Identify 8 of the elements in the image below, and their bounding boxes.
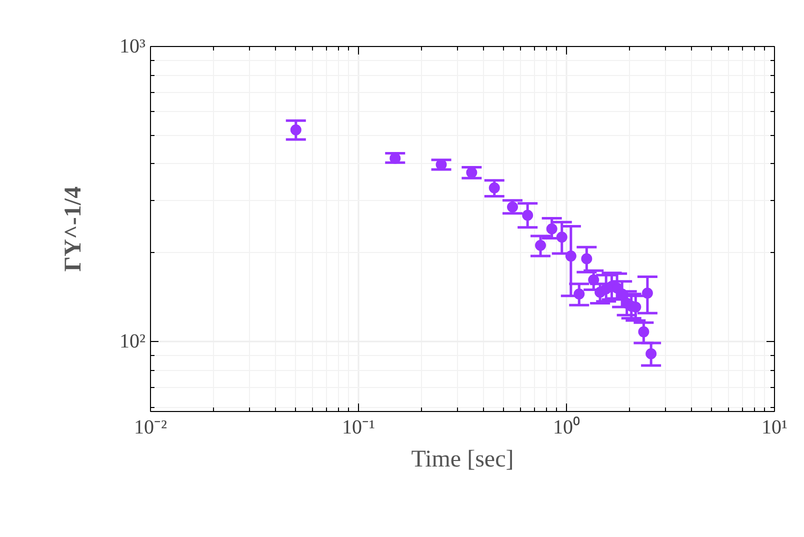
y-tick-label: 10³: [120, 36, 146, 58]
x-axis-title: Time [sec]: [411, 446, 514, 472]
x-tick-label: 10⁰: [553, 416, 580, 438]
y-axis-title: ΓY^-1/4: [60, 186, 87, 272]
y-tick-label: 10²: [120, 330, 146, 353]
x-tick-label: 10⁻¹: [342, 416, 375, 438]
x-tick-label: 10¹: [762, 416, 788, 438]
x-tick-label: 10⁻²: [134, 416, 167, 438]
